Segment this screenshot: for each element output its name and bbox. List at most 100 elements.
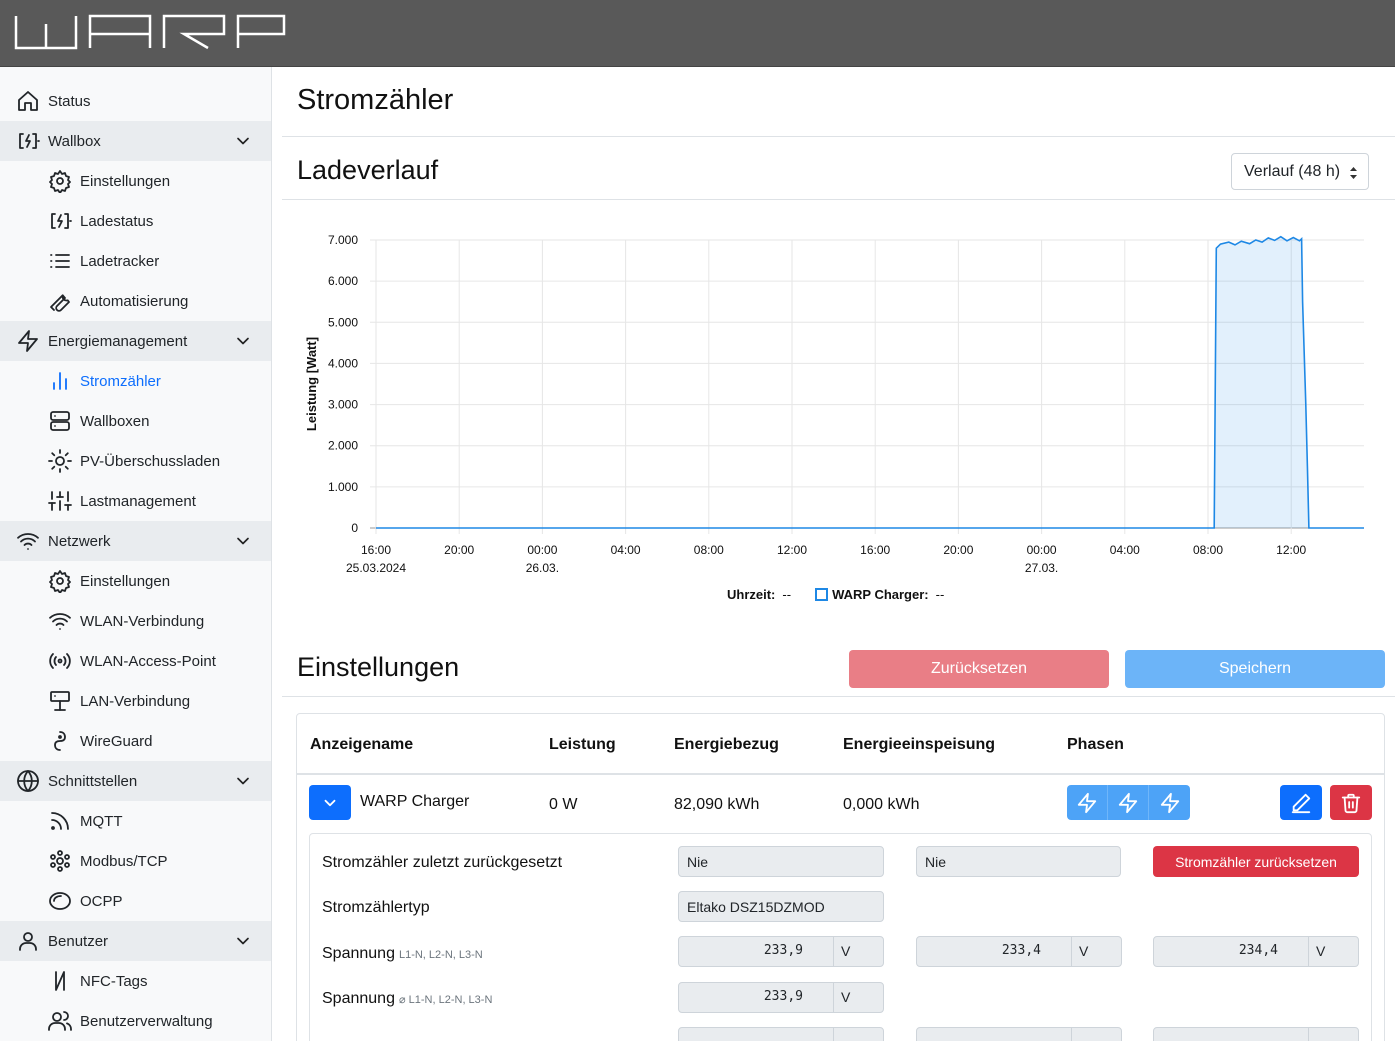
sidebar-item-wlan-access-point[interactable]: WLAN-Access-Point bbox=[0, 641, 271, 681]
sidebar-item-lastmanagement[interactable]: Lastmanagement bbox=[0, 481, 271, 521]
column-header-name: Anzeigename bbox=[310, 736, 414, 753]
sidebar-item-status[interactable]: Status bbox=[0, 81, 271, 121]
next-row-value bbox=[917, 1028, 1072, 1041]
expand-row-button[interactable] bbox=[309, 785, 351, 820]
x-tick-date-label: 25.03.2024 bbox=[346, 561, 406, 575]
sidebar-item-ladetracker[interactable]: Ladetracker bbox=[0, 241, 271, 281]
sidebar: Status Wallbox Einstellungen Ladestatus Lade… bbox=[0, 67, 272, 1041]
sidebar-item-nfc-tags[interactable]: NFC-Tags bbox=[0, 961, 271, 1001]
sidebar-item-lan-verbindung[interactable]: LAN-Verbindung bbox=[0, 681, 271, 721]
column-header-import: Energiebezug bbox=[674, 736, 779, 753]
delete-meter-button[interactable] bbox=[1330, 785, 1372, 820]
voltage-label-text: Spannung bbox=[322, 945, 395, 962]
last-reset-label: Stromzähler zuletzt zurückgesetzt bbox=[322, 854, 563, 871]
legend-time-value: -- bbox=[782, 587, 792, 602]
legend-series-value: -- bbox=[935, 587, 945, 602]
sidebar-item-wlan-verbindung[interactable]: WLAN-Verbindung bbox=[0, 601, 271, 641]
bar-chart-icon bbox=[48, 369, 72, 393]
sidebar-item-ocpp[interactable]: OCPP bbox=[0, 881, 271, 921]
sidebar-item-stromzähler[interactable]: Stromzähler bbox=[0, 361, 271, 401]
x-tick-label: 04:00 bbox=[611, 543, 641, 557]
x-tick-label: 12:00 bbox=[777, 543, 807, 557]
x-tick-date-label: 26.03. bbox=[526, 561, 559, 575]
sidebar-item-wallbox[interactable]: Wallbox bbox=[0, 121, 271, 161]
sidebar-item-einstellungen[interactable]: Einstellungen bbox=[0, 161, 271, 201]
series-area bbox=[376, 236, 1364, 528]
voltage-l1-value: 233,9 bbox=[679, 937, 834, 966]
chart-legend: Uhrzeit: -- WARP Charger: -- bbox=[727, 587, 944, 602]
sidebar-item-wallboxen[interactable]: Wallboxen bbox=[0, 401, 271, 441]
chevron-down-icon[interactable] bbox=[233, 331, 253, 351]
sidebar-item-pv-überschussladen[interactable]: PV-Überschussladen bbox=[0, 441, 271, 481]
sidebar-item-label: Einstellungen bbox=[80, 572, 171, 590]
chevron-down-icon[interactable] bbox=[233, 131, 253, 151]
sidebar-item-label: Einstellungen bbox=[80, 172, 171, 190]
next-row-field-3 bbox=[1153, 1027, 1359, 1041]
sidebar-item-automatisierung[interactable]: Automatisierung bbox=[0, 281, 271, 321]
voltage-l2-field: 233,4 V bbox=[916, 936, 1122, 967]
lan-icon bbox=[48, 689, 72, 713]
reset-meter-button[interactable]: Stromzähler zurücksetzen bbox=[1153, 846, 1359, 877]
warp-logo[interactable] bbox=[14, 14, 286, 50]
reset-button[interactable]: Zurücksetzen bbox=[849, 650, 1109, 688]
sidebar-item-label: NFC-Tags bbox=[80, 972, 148, 990]
sidebar-item-label: Wallboxen bbox=[80, 412, 150, 430]
sidebar-item-netzwerk[interactable]: Netzwerk bbox=[0, 521, 271, 561]
chevron-down-icon[interactable] bbox=[233, 531, 253, 551]
phase-l2-button[interactable] bbox=[1108, 785, 1149, 820]
home-icon bbox=[16, 89, 40, 113]
sidebar-item-label: Ladetracker bbox=[80, 252, 160, 270]
sidebar-item-benutzer[interactable]: Benutzer bbox=[0, 921, 271, 961]
history-range-select[interactable]: Verlauf (48 h) bbox=[1231, 153, 1369, 190]
list-icon bbox=[48, 249, 72, 273]
sidebar-item-label: WireGuard bbox=[80, 732, 153, 750]
x-tick-label: 16:00 bbox=[860, 543, 890, 557]
sidebar-item-schnittstellen[interactable]: Schnittstellen bbox=[0, 761, 271, 801]
next-row-field-1 bbox=[678, 1027, 884, 1041]
voltage-l3-value: 234,4 bbox=[1154, 937, 1309, 966]
y-tick-label: 4.000 bbox=[328, 356, 358, 370]
legend-series-swatch[interactable] bbox=[815, 588, 829, 601]
sidebar-item-label: Netzwerk bbox=[48, 532, 111, 550]
next-row-unit bbox=[834, 1028, 841, 1041]
phase-l1-button[interactable] bbox=[1067, 785, 1108, 820]
divider bbox=[282, 136, 1395, 137]
sidebar-item-benutzerverwaltung[interactable]: Benutzerverwaltung bbox=[0, 1001, 271, 1041]
sidebar-item-energiemanagement[interactable]: Energiemanagement bbox=[0, 321, 271, 361]
sidebar-item-label: PV-Überschussladen bbox=[80, 452, 221, 470]
divider bbox=[282, 696, 1395, 697]
sidebar-item-label: OCPP bbox=[80, 892, 123, 910]
save-button[interactable]: Speichern bbox=[1125, 650, 1385, 688]
nfc-icon bbox=[48, 969, 72, 993]
phase-l3-button[interactable] bbox=[1149, 785, 1190, 820]
voltage-avg-label-text: Spannung bbox=[322, 990, 395, 1007]
history-range-value: Verlauf (48 h) bbox=[1244, 163, 1341, 180]
meter-power: 0 W bbox=[549, 796, 578, 813]
series-line bbox=[376, 235, 1364, 529]
voltage-avg-value: 233,9 bbox=[679, 983, 834, 1012]
wrench-icon bbox=[48, 289, 72, 313]
sidebar-item-modbus-tcp[interactable]: Modbus/TCP bbox=[0, 841, 271, 881]
sidebar-item-label: Status bbox=[48, 92, 91, 110]
sidebar-item-wireguard[interactable]: WireGuard bbox=[0, 721, 271, 761]
chevron-down-icon[interactable] bbox=[233, 771, 253, 791]
rss-icon bbox=[48, 809, 72, 833]
chevron-down-icon[interactable] bbox=[233, 931, 253, 951]
next-row-unit bbox=[1309, 1028, 1316, 1041]
sidebar-item-mqtt[interactable]: MQTT bbox=[0, 801, 271, 841]
sidebar-item-label: Benutzer bbox=[48, 932, 109, 950]
last-reset-field-2: Nie bbox=[916, 846, 1121, 877]
voltage-label-sub: L1-N, L2-N, L3-N bbox=[398, 949, 483, 961]
settings-section-title: Einstellungen bbox=[297, 652, 460, 682]
meter-type-field: Eltako DSZ15DZMOD bbox=[678, 891, 884, 922]
sidebar-item-einstellungen[interactable]: Einstellungen bbox=[0, 561, 271, 601]
power-chart[interactable]: 0 1.000 2.000 3.000 4.000 5.000 6.000 7.000 16:0… bbox=[282, 203, 1395, 623]
edit-meter-button[interactable] bbox=[1280, 785, 1322, 820]
chart-section-title: Ladeverlauf bbox=[297, 155, 439, 185]
sidebar-item-ladestatus[interactable]: Ladestatus bbox=[0, 201, 271, 241]
y-tick-label: 1.000 bbox=[328, 480, 358, 494]
last-reset-value: Nie bbox=[687, 853, 709, 870]
charger-icon bbox=[16, 129, 40, 153]
sidebar-item-label: WLAN-Verbindung bbox=[80, 612, 205, 630]
meter-type-value: Eltako DSZ15DZMOD bbox=[687, 898, 825, 915]
